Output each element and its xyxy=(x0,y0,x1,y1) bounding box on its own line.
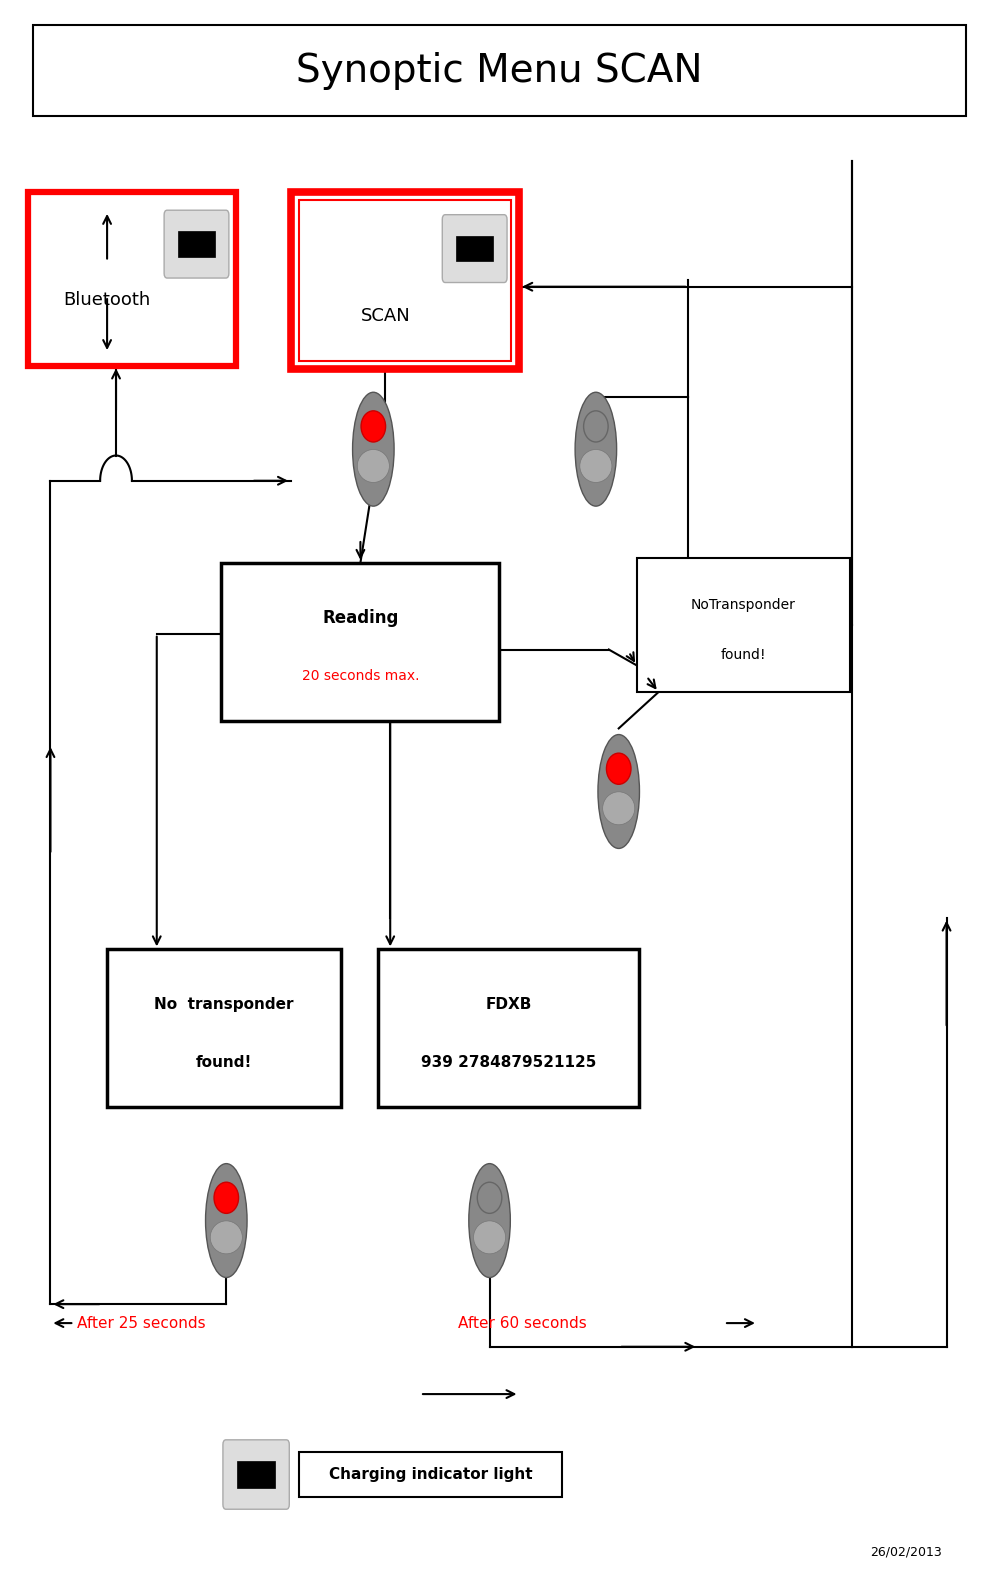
FancyBboxPatch shape xyxy=(457,236,494,261)
Text: No  transponder: No transponder xyxy=(154,997,294,1012)
FancyBboxPatch shape xyxy=(299,1453,562,1496)
Text: 939 2784879521125: 939 2784879521125 xyxy=(421,1056,596,1070)
Ellipse shape xyxy=(575,393,616,507)
Text: 26/02/2013: 26/02/2013 xyxy=(870,1545,942,1558)
Text: found!: found! xyxy=(196,1056,252,1070)
FancyBboxPatch shape xyxy=(28,192,236,366)
FancyBboxPatch shape xyxy=(636,559,850,692)
FancyBboxPatch shape xyxy=(379,950,638,1107)
Text: After 60 seconds: After 60 seconds xyxy=(458,1315,586,1331)
FancyBboxPatch shape xyxy=(33,25,966,117)
Ellipse shape xyxy=(474,1220,505,1254)
FancyBboxPatch shape xyxy=(164,211,229,279)
Ellipse shape xyxy=(358,450,390,483)
FancyBboxPatch shape xyxy=(107,950,341,1107)
FancyBboxPatch shape xyxy=(291,192,519,369)
Ellipse shape xyxy=(210,1220,243,1254)
Text: Synoptic Menu SCAN: Synoptic Menu SCAN xyxy=(297,52,702,90)
FancyBboxPatch shape xyxy=(178,231,215,256)
Text: found!: found! xyxy=(720,647,766,662)
FancyBboxPatch shape xyxy=(443,215,507,282)
FancyBboxPatch shape xyxy=(222,564,500,720)
Ellipse shape xyxy=(469,1164,510,1277)
Text: 20 seconds max.: 20 seconds max. xyxy=(302,670,420,684)
Text: FDXB: FDXB xyxy=(486,997,531,1012)
FancyBboxPatch shape xyxy=(223,1441,290,1509)
Ellipse shape xyxy=(583,412,608,442)
Text: After 25 seconds: After 25 seconds xyxy=(77,1315,206,1331)
Ellipse shape xyxy=(353,393,394,507)
FancyBboxPatch shape xyxy=(299,199,511,361)
Ellipse shape xyxy=(214,1183,239,1214)
Text: Charging indicator light: Charging indicator light xyxy=(329,1467,532,1482)
Text: SCAN: SCAN xyxy=(361,307,411,325)
FancyBboxPatch shape xyxy=(237,1461,275,1488)
Text: Reading: Reading xyxy=(323,609,399,627)
Ellipse shape xyxy=(598,735,639,848)
Ellipse shape xyxy=(478,1183,501,1214)
Ellipse shape xyxy=(361,412,386,442)
Ellipse shape xyxy=(579,450,612,483)
Ellipse shape xyxy=(602,792,634,825)
Text: Bluetooth: Bluetooth xyxy=(64,291,151,309)
Ellipse shape xyxy=(606,754,631,784)
Ellipse shape xyxy=(206,1164,247,1277)
Text: NoTransponder: NoTransponder xyxy=(691,598,796,613)
